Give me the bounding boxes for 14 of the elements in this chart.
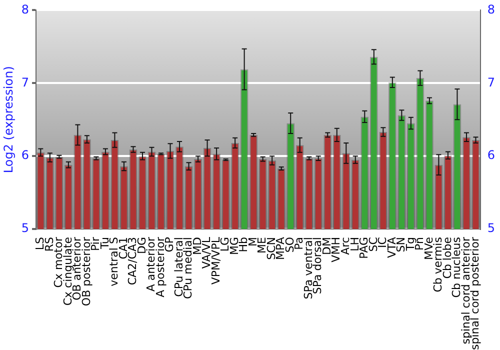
x-tick-label: spinal cord posterior bbox=[468, 236, 482, 350]
y2-tick-label: 6 bbox=[487, 148, 496, 162]
y2-tick-label: 8 bbox=[487, 2, 496, 16]
y2-tick-label: 7 bbox=[487, 75, 496, 90]
y-tick-label: 7 bbox=[21, 75, 30, 90]
x-tick-label: Tg bbox=[404, 237, 417, 252]
y-tick-label: 6 bbox=[21, 148, 30, 162]
y-tick-label: 5 bbox=[21, 221, 30, 236]
x-tick-label: OB posterior bbox=[80, 236, 93, 306]
x-tick-label: A posterior bbox=[154, 236, 167, 298]
y-axis-title: Log2 (expression) bbox=[1, 66, 16, 174]
x-tick-label: Arc bbox=[339, 237, 352, 255]
y-tick-label: 8 bbox=[21, 2, 30, 16]
y2-tick-label: 5 bbox=[487, 221, 496, 236]
